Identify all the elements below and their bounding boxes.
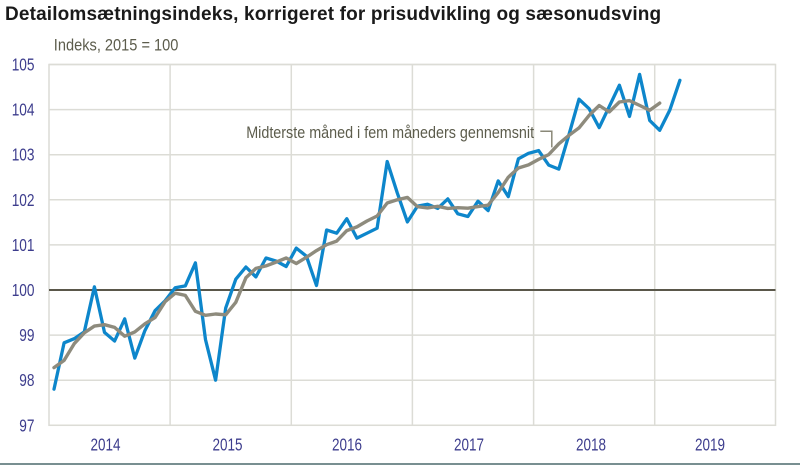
svg-text:Midterste måned i fem måneders: Midterste måned i fem måneders gennemsni… — [246, 123, 534, 142]
svg-text:2018: 2018 — [576, 436, 606, 455]
svg-text:104: 104 — [12, 101, 35, 120]
svg-text:105: 105 — [12, 56, 35, 75]
svg-text:2019: 2019 — [695, 436, 725, 455]
svg-text:97: 97 — [19, 417, 34, 436]
svg-text:100: 100 — [12, 281, 35, 300]
svg-text:101: 101 — [12, 236, 35, 255]
svg-text:98: 98 — [19, 372, 34, 391]
svg-text:2017: 2017 — [454, 436, 484, 455]
svg-text:2014: 2014 — [90, 436, 120, 455]
svg-text:2015: 2015 — [212, 436, 242, 455]
svg-text:Indeks, 2015 = 100: Indeks, 2015 = 100 — [54, 37, 179, 55]
svg-text:103: 103 — [12, 146, 35, 165]
svg-text:2016: 2016 — [332, 436, 362, 455]
svg-text:99: 99 — [19, 326, 34, 345]
svg-text:102: 102 — [12, 191, 35, 210]
svg-text:Detailomsætningsindeks, korrig: Detailomsætningsindeks, korrigeret for p… — [5, 4, 661, 25]
